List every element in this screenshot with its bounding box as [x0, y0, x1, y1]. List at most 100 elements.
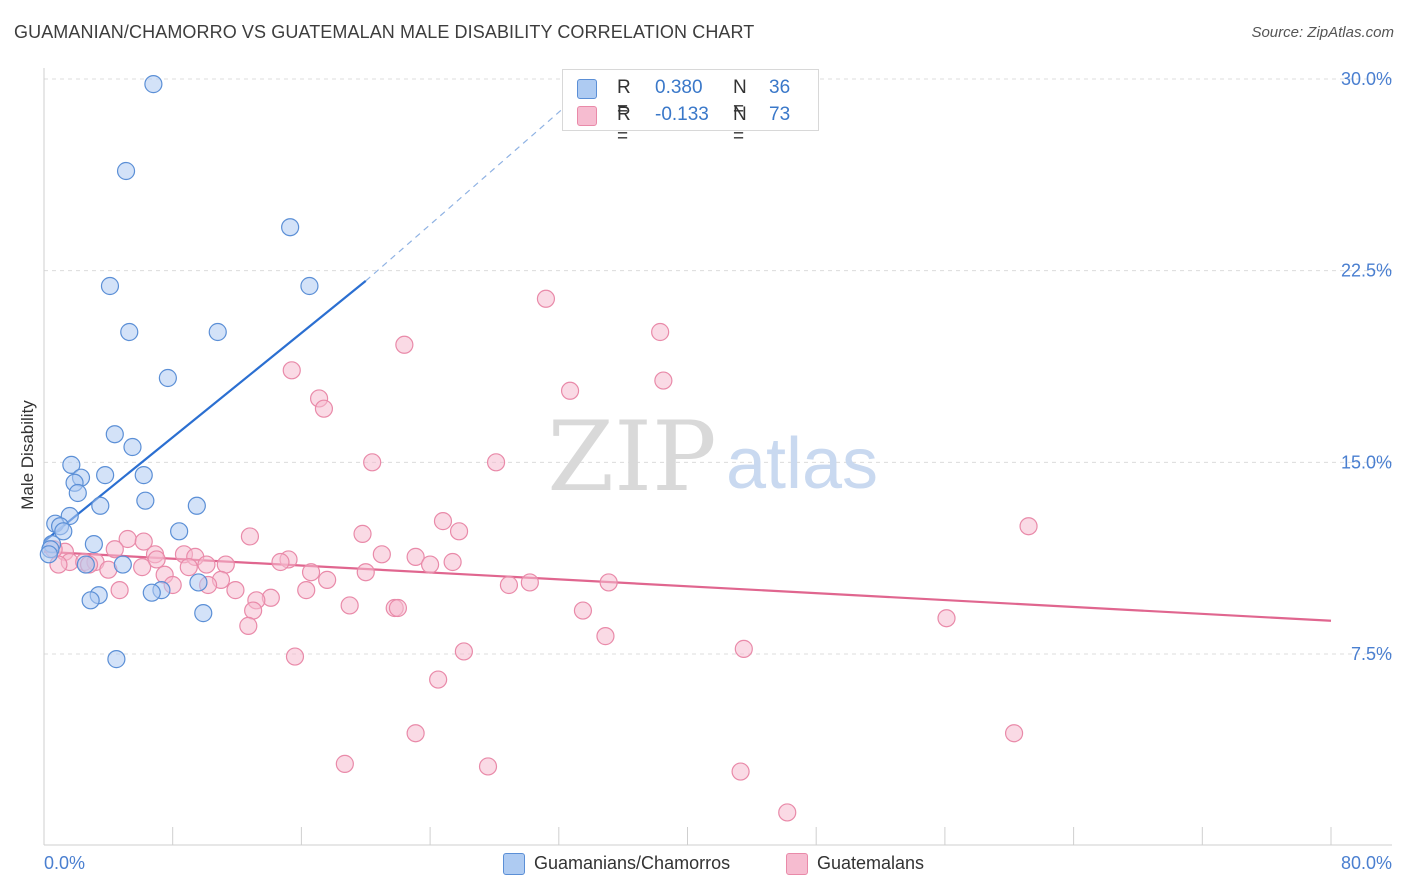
legend-r-label: R =: [617, 77, 631, 120]
guatemalans-point: [353, 524, 372, 543]
guatemalans-point: [395, 335, 414, 354]
y-tick-label: 22.5%: [1341, 261, 1392, 281]
guatemalans-point: [282, 361, 301, 380]
guamanians-point: [54, 522, 73, 541]
guamanians-point: [123, 437, 142, 457]
guatemalans-point: [134, 532, 153, 551]
guamanians-point: [158, 368, 177, 388]
guatemalans-point: [271, 552, 290, 572]
tick-labels: 7.5% 15.0% 22.5% 30.0% 0.0% 80.0%: [44, 69, 1392, 873]
guatemalans-point: [778, 803, 797, 822]
guamanians-point: [136, 491, 155, 510]
guatemalans-point: [388, 598, 408, 618]
guamanians-point: [300, 276, 319, 296]
legend-r-value: -0.133: [655, 104, 709, 125]
guatemalans-point: [147, 550, 166, 569]
axes: [43, 68, 1392, 846]
guatemalans-point: [499, 575, 519, 595]
guamanians-point: [170, 522, 189, 541]
guatemalans-point: [406, 724, 425, 743]
guamanians-points: [39, 75, 319, 669]
legend-swatch-pink: [577, 106, 597, 126]
guatemalans-point: [560, 381, 580, 400]
guatemalans-point: [285, 647, 305, 666]
guatemalans-point: [651, 322, 670, 342]
guamanians-point: [187, 496, 206, 515]
grid-lines: [44, 78, 1392, 655]
guatemalans-point: [216, 555, 235, 574]
guatemalans-point: [240, 527, 260, 546]
watermark-atlas: atlas: [726, 424, 878, 504]
guamanians-point: [91, 496, 110, 515]
guatemalans-point: [1004, 724, 1024, 743]
guamanians-point: [107, 650, 126, 669]
guatemalans-point: [520, 573, 539, 592]
bottom-legend-swatch-blue: [503, 853, 525, 875]
guatemalans-point: [301, 563, 321, 582]
guamanians-point: [116, 161, 136, 181]
y-tick-label: 15.0%: [1341, 452, 1392, 472]
guatemalans-point: [297, 581, 316, 600]
guatemalans-point: [433, 512, 453, 531]
legend-swatch-blue: [577, 79, 597, 99]
guatemalans-point: [596, 627, 615, 646]
guatemalans-point: [372, 545, 391, 564]
guatemalans-point: [573, 601, 593, 620]
guatemalans-point: [363, 453, 382, 472]
guatemalans-point: [486, 453, 506, 472]
guamanians-point: [39, 545, 58, 564]
trend-lines: [43, 83, 1332, 622]
x-tick-label: 80.0%: [1341, 853, 1392, 873]
legend-n-value: 36: [769, 77, 791, 98]
guatemalans-point: [731, 762, 750, 781]
guamanians-point: [208, 322, 227, 342]
guatemalans-point: [239, 616, 258, 635]
guatemalans-point: [421, 555, 440, 574]
guamanians-point: [62, 455, 81, 474]
legend-n-label: N =: [733, 77, 747, 120]
legend-n-value: 73: [769, 104, 791, 125]
guamanians-point: [105, 425, 124, 444]
guatemalans-point: [314, 399, 334, 418]
guamanians-point: [76, 555, 95, 574]
guamanians-point: [142, 583, 161, 602]
guamanians-point: [96, 466, 115, 485]
y-tick-label: 7.5%: [1351, 644, 1392, 664]
legend-r-label: R =: [617, 104, 631, 147]
x-tick-label: 0.0%: [44, 853, 85, 873]
chart-title: GUAMANIAN/CHAMORRO VS GUATEMALAN MALE DI…: [14, 22, 755, 42]
guatemalans-point: [340, 596, 359, 615]
guamanians-trend-extension: [365, 83, 592, 282]
guatemalans-point: [654, 371, 673, 390]
guatemalans-point: [406, 547, 425, 566]
bottom-legend-label: Guamanians/Chamorros: [534, 853, 731, 873]
guatemalans-point: [449, 522, 469, 541]
guatemalans-trend-line: [43, 550, 1332, 622]
guamanians-point: [189, 573, 208, 592]
guamanians-point: [113, 555, 132, 574]
guatemalans-point: [179, 558, 198, 577]
guamanians-point: [81, 591, 100, 610]
y-tick-label: 30.0%: [1341, 69, 1392, 89]
guamanians-point: [134, 466, 153, 485]
guatemalans-point: [599, 573, 618, 592]
guamanians-point: [194, 604, 213, 623]
guamanians-point: [144, 75, 163, 94]
bottom-legend-swatch-pink: [786, 853, 808, 875]
guatemalans-point: [110, 581, 129, 600]
watermark-zip: ZIP: [547, 401, 716, 513]
guatemalans-point: [197, 555, 216, 574]
guatemalans-point: [454, 642, 473, 661]
guatemalans-point: [536, 289, 556, 308]
guatemalans-point: [318, 570, 337, 589]
chart-source: Source: ZipAtlas.com: [1251, 24, 1394, 41]
guamanians-point: [120, 322, 139, 342]
guamanians-point: [100, 276, 120, 296]
guatemalans-point: [937, 609, 956, 628]
legend-n-label: N =: [733, 104, 747, 147]
guamanians-point: [281, 218, 300, 237]
guatemalans-point: [226, 581, 245, 600]
guamanians-point: [84, 535, 103, 554]
guatemalans-point: [478, 757, 498, 776]
